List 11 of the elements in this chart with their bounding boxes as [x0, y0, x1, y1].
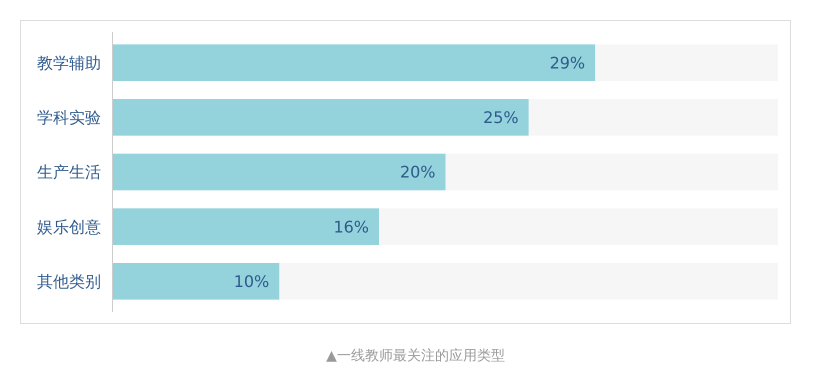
text: ▲一线教师最关注的应用类型 [326, 348, 505, 364]
data-label: 25% [483, 108, 519, 127]
data-label: 16% [333, 217, 369, 236]
data-label: 20% [400, 162, 436, 182]
y-tick-label: 其他类别 [37, 272, 101, 291]
data-label: 29% [550, 53, 586, 72]
y-tick-label: 生产生活 [37, 162, 101, 182]
y-tick-label: 学科实验 [37, 108, 101, 127]
y-tick-label: 教学辅助 [37, 53, 101, 72]
data-label: 10% [234, 272, 270, 291]
y-tick-label: 娱乐创意 [37, 217, 101, 236]
